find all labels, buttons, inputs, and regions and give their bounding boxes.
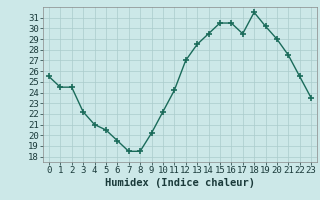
X-axis label: Humidex (Indice chaleur): Humidex (Indice chaleur) bbox=[105, 178, 255, 188]
